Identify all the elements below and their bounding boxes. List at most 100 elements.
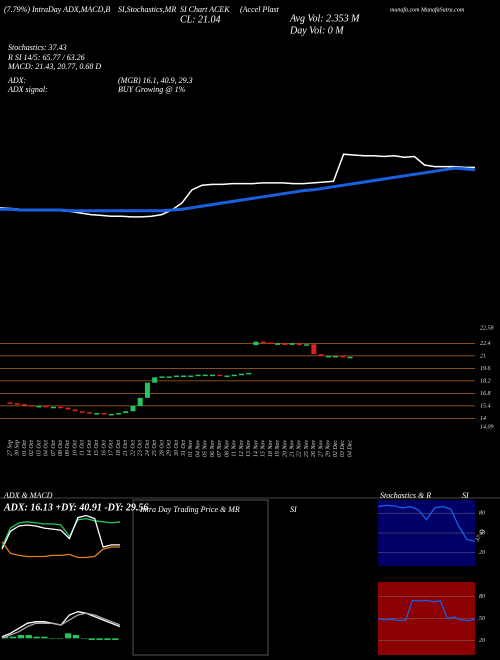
x-tick-label: 20 Nov <box>282 440 288 458</box>
candle-body <box>43 405 49 408</box>
candle-body <box>14 403 20 405</box>
candle-body <box>166 376 172 378</box>
candle-body <box>340 355 346 358</box>
histogram-bar <box>49 638 56 639</box>
header-rsi: R SI 14/5: 65.77 / 63.26 <box>7 53 85 62</box>
header-close: CL: 21.04 <box>180 14 221 25</box>
x-tick-label: 03 Oct <box>36 440 42 456</box>
intraday-subtitle: SI <box>290 505 297 514</box>
intraday-title: Intra Day Trading Price & MR <box>139 505 240 514</box>
x-tick-label: 12 Nov <box>239 440 245 458</box>
y-tick-label: 18.2 <box>480 378 491 384</box>
candle-body <box>318 354 324 356</box>
candle-body <box>289 343 295 345</box>
candle-body <box>144 382 150 398</box>
histogram-bar <box>9 636 17 639</box>
candle-body <box>333 355 339 358</box>
x-tick-label: 01 Oct <box>22 440 28 456</box>
x-tick-label: 22 Nov <box>297 440 303 458</box>
candle-body <box>72 409 78 412</box>
candle-body <box>195 374 201 377</box>
x-tick-label: 04 Oct <box>43 440 50 456</box>
x-tick-label: 16 Oct <box>101 440 107 456</box>
header-chart-name: SI Chart ACEK <box>180 5 230 14</box>
y-tick-label: 19.6 <box>480 366 491 372</box>
y-tick-label: 15.4 <box>480 402 491 409</box>
x-tick-label: 11 Oct <box>80 440 86 456</box>
x-tick-label: 29 Oct <box>167 440 173 456</box>
x-tick-label: 21 Nov <box>290 440 296 458</box>
candle-body <box>130 405 136 412</box>
candle-body <box>7 402 13 404</box>
header-signal: BUY Growing @ 1% <box>118 85 186 94</box>
candle-body <box>159 376 165 378</box>
y-tick-label: 20 <box>479 638 485 644</box>
candle-body <box>275 343 281 345</box>
x-tick-label: 13 Nov <box>246 440 252 458</box>
x-tick-label: 26 Nov <box>311 440 317 458</box>
histogram-bar <box>41 636 48 639</box>
candle-body <box>231 374 237 377</box>
x-tick-label: 03 Dec <box>340 440 346 457</box>
x-tick-label: 02 Dec <box>333 440 339 457</box>
candle-body <box>253 341 259 346</box>
x-tick-label: 31 Oct <box>181 440 187 457</box>
candle-body <box>116 413 122 415</box>
series-line <box>1 612 121 639</box>
x-tick-label: 18 Nov <box>268 440 274 458</box>
x-tick-label: 01 Nov <box>188 440 194 458</box>
series-line <box>1 517 121 548</box>
x-tick-label: 08 Oct <box>58 440 64 456</box>
header-macd: MACD: 21.43, 20.77, 0.68 D <box>7 62 101 71</box>
candle-body <box>304 344 310 346</box>
histogram-bar <box>80 638 87 639</box>
y-tick-label: 50 <box>479 616 485 622</box>
series-line <box>1 514 120 550</box>
header-stochastics: Stochastics: 37.43 <box>8 43 67 52</box>
x-tick-label: 29 Nov <box>326 440 332 458</box>
series-line <box>377 599 476 622</box>
header-company: (Accel Plast <box>240 5 280 14</box>
x-tick-label: 27 Nov <box>318 440 324 458</box>
candle-body <box>58 406 64 409</box>
histogram-bar <box>25 635 32 639</box>
histogram-bar <box>96 638 103 640</box>
y-tick-label: 80 <box>479 511 485 517</box>
candle-body <box>94 413 100 415</box>
candle-body <box>282 343 288 345</box>
x-tick-label: 04 Nov <box>194 440 201 458</box>
x-tick-label: 14 Nov <box>252 440 259 458</box>
candle-body <box>181 375 187 378</box>
x-tick-label: 19 Nov <box>275 440 281 458</box>
series-line <box>0 166 476 213</box>
y-tick-label: 20 <box>479 550 485 556</box>
histogram-bar <box>112 638 119 640</box>
y-tick-label: 22.4 <box>480 340 491 347</box>
panel-title: Stochastics & R <box>380 491 431 500</box>
histogram-bar <box>104 638 111 640</box>
y-tick-label: 21 <box>480 353 486 359</box>
x-tick-label: 09 Oct <box>65 440 71 456</box>
candle-body <box>137 397 143 406</box>
x-tick-label: 04 Dec <box>346 440 353 457</box>
y-tick-label: 50 <box>479 530 485 536</box>
y-tick-label: 14 <box>480 415 486 422</box>
header-indicators: SI,Stochastics,MR <box>118 5 176 14</box>
x-tick-label: 07 Nov <box>217 440 223 458</box>
x-tick-label: 25 Nov <box>304 440 310 458</box>
candle-body <box>65 407 71 410</box>
series-line <box>0 153 475 218</box>
x-tick-label: 25 Oct <box>152 440 158 456</box>
panel-subtitle: SI <box>462 491 469 500</box>
candle-body <box>108 413 114 416</box>
x-tick-label: 02 Oct <box>29 440 35 456</box>
histogram-bar <box>33 636 40 639</box>
histogram-bar <box>64 633 72 639</box>
candle-body <box>238 373 244 376</box>
y-tick-label: 16.8 <box>480 391 491 397</box>
histogram-bar <box>88 638 95 640</box>
candle-body <box>224 375 230 378</box>
series-line <box>377 504 476 542</box>
x-tick-label: 27 Sep <box>7 440 13 456</box>
header-mgr: (MGR) 16.1, 40.9, 29.3 <box>118 76 193 85</box>
